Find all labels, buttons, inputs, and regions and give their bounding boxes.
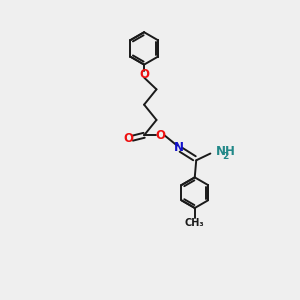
Text: O: O xyxy=(139,68,149,80)
Text: O: O xyxy=(155,129,165,142)
Text: N: N xyxy=(174,141,184,154)
Text: NH: NH xyxy=(216,145,236,158)
Text: 2: 2 xyxy=(222,152,228,161)
Text: O: O xyxy=(124,132,134,145)
Text: CH₃: CH₃ xyxy=(185,218,205,228)
